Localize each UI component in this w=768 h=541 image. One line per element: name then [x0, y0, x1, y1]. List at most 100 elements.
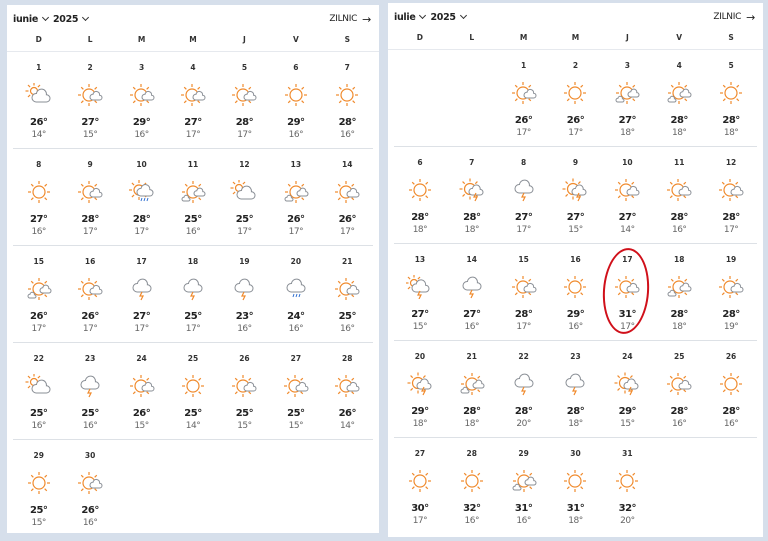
day-number: 31: [622, 449, 633, 458]
day-cell[interactable]: 21 28° 18°: [446, 341, 498, 437]
day-number: 12: [725, 158, 737, 167]
sun-cloud-icon: [665, 178, 693, 202]
day-cell[interactable]: 1 26° 17°: [498, 50, 550, 146]
day-cell[interactable]: 14 26° 17°: [322, 149, 373, 245]
day-cell[interactable]: 23 28° 18°: [550, 341, 602, 437]
day-cell[interactable]: 24 26° 15°: [116, 343, 167, 439]
temp-low: 16°: [671, 225, 687, 235]
temp-high: 28°: [670, 115, 689, 126]
temp-low: 18°: [464, 419, 480, 429]
day-cell[interactable]: 12 25° 17°: [219, 149, 270, 245]
temp-high: 28°: [235, 117, 254, 128]
sun-cloud-icon: [613, 275, 641, 299]
day-cell[interactable]: 4 28° 18°: [653, 50, 705, 146]
day-cell[interactable]: 22 28° 20°: [498, 341, 550, 437]
day-cell[interactable]: 25 28° 16°: [653, 341, 705, 437]
day-cell[interactable]: 16 26° 17°: [64, 246, 115, 342]
sun-cloud-icon: [665, 372, 693, 396]
day-cell[interactable]: 23 25° 16°: [64, 343, 115, 439]
day-cell[interactable]: 26 25° 15°: [219, 343, 270, 439]
temp-high: 26°: [287, 214, 305, 225]
day-cell[interactable]: 21 25° 16°: [322, 246, 373, 342]
sun-icon: [561, 275, 589, 299]
day-cell[interactable]: 9 28° 17°: [64, 149, 115, 245]
temp-low: 15°: [237, 421, 252, 431]
day-cell[interactable]: 2 26° 17°: [550, 50, 602, 146]
day-cell[interactable]: 29 25° 15°: [13, 440, 64, 536]
day-cell[interactable]: 7 28° 18°: [446, 147, 498, 243]
day-cell[interactable]: 8 27° 17°: [498, 147, 550, 243]
day-number: 24: [136, 354, 147, 363]
day-cell[interactable]: 17 31° 17°: [600, 244, 653, 340]
day-cell[interactable]: 27 25° 15°: [270, 343, 321, 439]
day-number: 27: [414, 449, 426, 458]
day-cell[interactable]: 12 28° 17°: [705, 147, 757, 243]
day-cell[interactable]: 10 28° 17°: [116, 149, 167, 245]
daily-link-label: ZILNIC: [713, 12, 742, 22]
temp-low: 18°: [568, 516, 583, 526]
day-cell[interactable]: 5 28° 18°: [705, 50, 757, 146]
day-cell[interactable]: 27 30° 17°: [394, 438, 446, 534]
day-cell[interactable]: 1 26° 14°: [13, 52, 64, 148]
day-cell[interactable]: 5 28° 17°: [219, 52, 270, 148]
day-cell[interactable]: 14 27° 16°: [446, 244, 498, 340]
day-cell[interactable]: 17 27° 17°: [116, 246, 167, 342]
day-cell[interactable]: 15 28° 17°: [498, 244, 550, 340]
year-select[interactable]: 2025: [430, 12, 467, 23]
temp-low: 14°: [185, 421, 201, 431]
day-cell[interactable]: 3 27° 18°: [601, 50, 653, 146]
day-cell[interactable]: 24 29° 15°: [601, 341, 653, 437]
daily-link[interactable]: ZILNIC →: [329, 13, 371, 26]
day-cell[interactable]: 26 28° 16°: [705, 341, 757, 437]
sun-thunderstorm-icon: [613, 372, 641, 396]
day-cell[interactable]: 6 29° 16°: [270, 52, 321, 148]
day-number: 1: [521, 61, 527, 70]
empty-cell: [446, 50, 498, 146]
day-cell[interactable]: 30 31° 18°: [550, 438, 602, 534]
day-number: 14: [342, 160, 353, 169]
day-cell[interactable]: 3 29° 16°: [116, 52, 167, 148]
day-cell[interactable]: 18 25° 17°: [167, 246, 218, 342]
day-cell[interactable]: 16 29° 16°: [550, 244, 602, 340]
month-select[interactable]: iulie: [394, 12, 427, 23]
weekday-label: J: [625, 33, 629, 42]
day-number: 18: [673, 255, 685, 264]
day-cell[interactable]: 10 27° 14°: [601, 147, 653, 243]
day-cell[interactable]: 4 27° 17°: [167, 52, 218, 148]
temp-high: 31°: [514, 503, 533, 514]
day-cell[interactable]: 9 27° 15°: [550, 147, 602, 243]
day-number: 1: [36, 63, 42, 72]
day-cell[interactable]: 20 24° 16°: [270, 246, 321, 342]
day-cell[interactable]: 13 27° 15°: [394, 244, 446, 340]
day-number: 4: [676, 61, 682, 70]
temp-low: 16°: [185, 227, 201, 237]
sun-cloud-icon: [128, 83, 156, 107]
day-cell[interactable]: 25 25° 14°: [167, 343, 218, 439]
weekday-label: L: [469, 33, 475, 42]
sun-clouds-icon: [179, 180, 207, 204]
day-cell[interactable]: 2 27° 15°: [64, 52, 115, 148]
day-cell[interactable]: 11 28° 16°: [653, 147, 705, 243]
day-cell[interactable]: 8 27° 16°: [13, 149, 64, 245]
day-cell[interactable]: 6 28° 18°: [394, 147, 446, 243]
day-cell[interactable]: 19 23° 16°: [219, 246, 270, 342]
temp-high: 28°: [463, 212, 481, 223]
day-cell[interactable]: 31 32° 20°: [601, 438, 653, 534]
sun-clouds-icon: [665, 275, 693, 299]
year-select[interactable]: 2025: [53, 14, 90, 25]
day-cell[interactable]: 18 28° 18°: [653, 244, 705, 340]
day-cell[interactable]: 11 25° 16°: [167, 149, 218, 245]
day-cell[interactable]: 15 26° 17°: [13, 246, 64, 342]
day-cell[interactable]: 22 25° 16°: [13, 343, 64, 439]
day-cell[interactable]: 28 26° 14°: [322, 343, 373, 439]
day-cell[interactable]: 7 28° 16°: [322, 52, 373, 148]
day-cell[interactable]: 30 26° 16°: [64, 440, 115, 536]
day-cell[interactable]: 28 32° 16°: [446, 438, 498, 534]
day-cell[interactable]: 13 26° 17°: [270, 149, 321, 245]
month-select[interactable]: iunie: [13, 14, 50, 25]
daily-link[interactable]: ZILNIC →: [713, 11, 755, 24]
day-cell[interactable]: 19 28° 19°: [705, 244, 757, 340]
day-cell[interactable]: 20 29° 18°: [394, 341, 446, 437]
day-cell[interactable]: 29 31° 16°: [498, 438, 550, 534]
temp-high: 32°: [618, 503, 637, 514]
